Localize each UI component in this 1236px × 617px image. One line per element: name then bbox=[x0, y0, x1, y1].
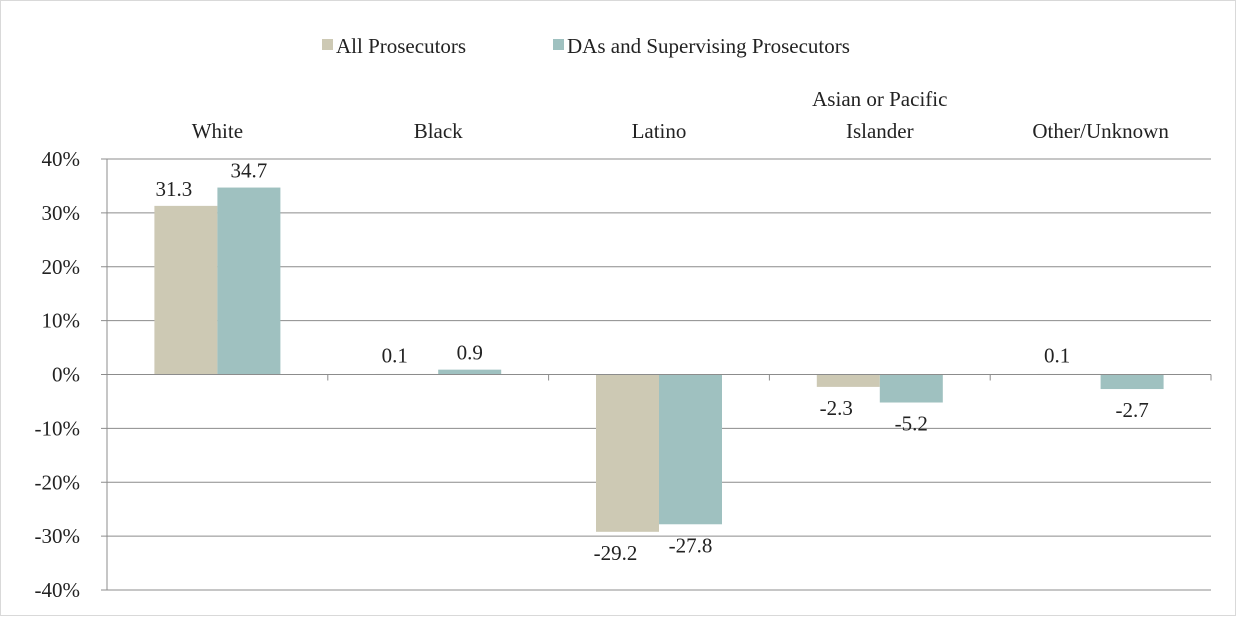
y-tick-label-9: -40% bbox=[35, 578, 81, 602]
data-label-s1-1: 31.3 bbox=[156, 177, 193, 201]
category-label-1: White bbox=[192, 119, 243, 143]
data-label-s2-1: 34.7 bbox=[231, 159, 268, 183]
y-tick-label-6: -10% bbox=[35, 416, 81, 440]
legend-label-2: DAs and Supervising Prosecutors bbox=[567, 34, 850, 58]
data-label-s2-3: -27.8 bbox=[669, 533, 713, 557]
bar-s2-2 bbox=[438, 369, 502, 375]
y-tick-label-7: -20% bbox=[35, 470, 81, 494]
y-tick-label-4: 10% bbox=[42, 309, 81, 333]
data-label-s2-2: 0.9 bbox=[457, 341, 483, 365]
legend-swatch-1 bbox=[322, 39, 333, 50]
y-tick-label-1: 40% bbox=[42, 147, 81, 171]
bar-s2-4 bbox=[879, 374, 943, 403]
bar-s2-5 bbox=[1100, 374, 1164, 390]
y-tick-label-5: 0% bbox=[52, 363, 80, 387]
bar-s1-4 bbox=[816, 374, 880, 387]
category-label-3: Latino bbox=[632, 119, 687, 143]
legend-label-1: All Prosecutors bbox=[336, 34, 466, 58]
data-label-s1-2: 0.1 bbox=[382, 344, 408, 368]
y-tick-label-3: 20% bbox=[42, 255, 81, 279]
category-labels: White Black Latino Asian or Pacific Islander… bbox=[192, 87, 1170, 143]
data-label-s1-3: -29.2 bbox=[594, 541, 638, 565]
category-label-4-line-1: Asian or Pacific bbox=[812, 87, 947, 111]
y-axis: 40% 30% 20% 10% 0% -10% -20% -30% -40% bbox=[35, 147, 108, 602]
y-tick-label-2: 30% bbox=[42, 201, 81, 225]
y-tick-label-8: -30% bbox=[35, 524, 81, 548]
category-label-2: Black bbox=[414, 119, 463, 143]
legend-swatch-2 bbox=[553, 39, 564, 50]
data-label-s2-4: -5.2 bbox=[895, 412, 928, 436]
bars bbox=[154, 187, 1164, 532]
bar-s2-3 bbox=[659, 374, 722, 525]
bar-s1-1 bbox=[154, 205, 218, 375]
category-label-5: Other/Unknown bbox=[1032, 119, 1169, 143]
zero-axis bbox=[106, 374, 1212, 381]
data-label-s2-5: -2.7 bbox=[1115, 398, 1148, 422]
data-labels: 31.3 0.1 -29.2 -2.3 0.1 34.7 0.9 -27.8 -5.2 -2.7 bbox=[156, 159, 1149, 565]
legend: All Prosecutors DAs and Supervising Prose… bbox=[322, 34, 850, 58]
bar-s2-1 bbox=[217, 187, 281, 375]
bar-s1-3 bbox=[596, 374, 659, 532]
data-label-s1-4: -2.3 bbox=[820, 396, 853, 420]
data-label-s1-5: 0.1 bbox=[1044, 344, 1070, 368]
category-label-4-line-2: Islander bbox=[846, 119, 914, 143]
